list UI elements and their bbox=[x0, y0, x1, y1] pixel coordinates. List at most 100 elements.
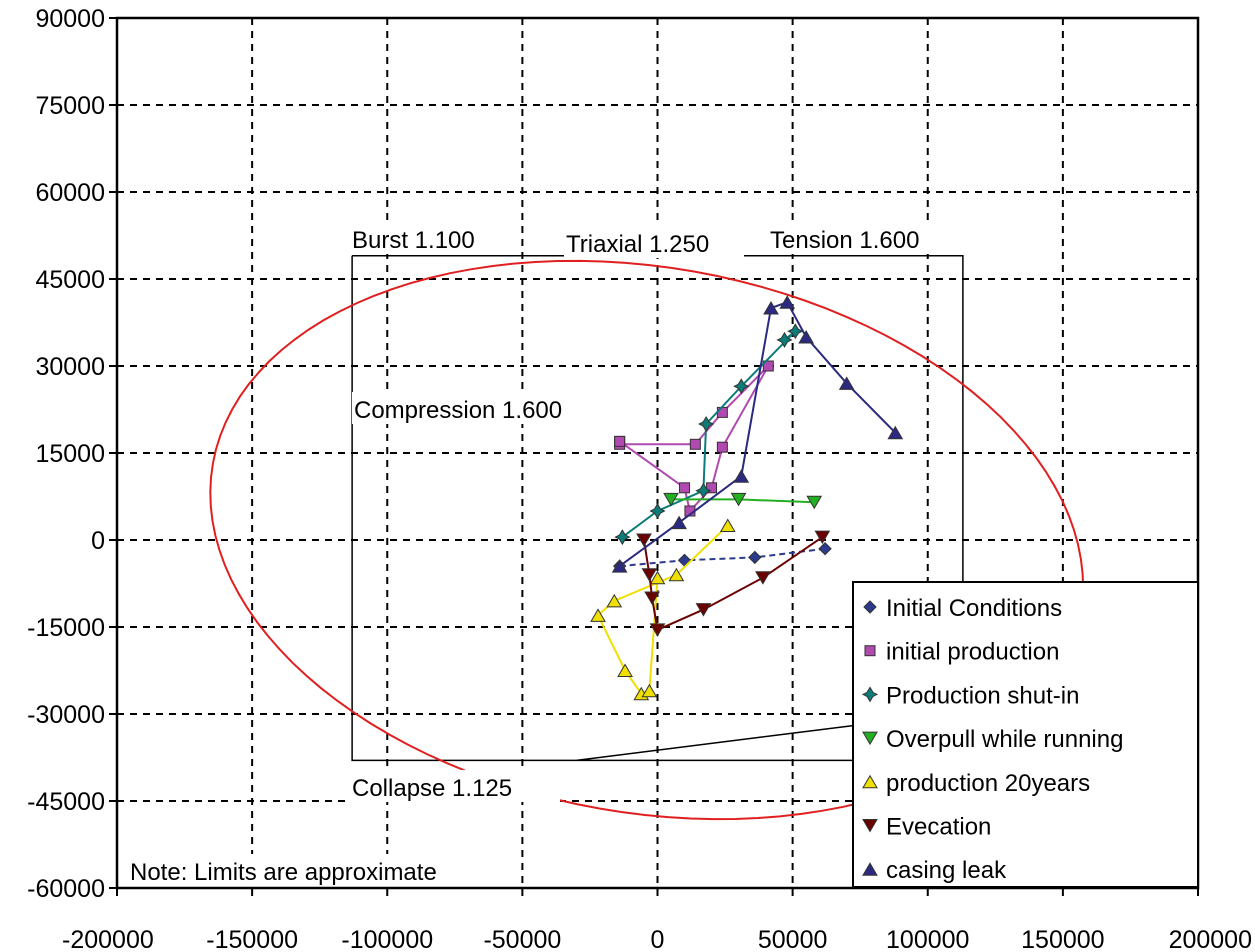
legend-label: production 20years bbox=[886, 770, 1090, 797]
data-point bbox=[649, 623, 666, 637]
burst-label: Burst 1.100 bbox=[352, 227, 475, 254]
data-series bbox=[590, 295, 904, 701]
data-point bbox=[644, 591, 660, 605]
data-point bbox=[606, 593, 623, 608]
collapse-label-bg bbox=[350, 770, 560, 802]
x-tick-label: 50000 bbox=[758, 926, 828, 952]
data-point bbox=[776, 331, 793, 348]
legend-label: casing leak bbox=[886, 857, 1007, 884]
x-tick-label: -200000 bbox=[62, 926, 154, 952]
y-tick-label: 75000 bbox=[35, 92, 105, 120]
data-point bbox=[730, 492, 747, 507]
series-6 bbox=[611, 295, 904, 573]
legend-marker bbox=[862, 731, 878, 746]
data-point bbox=[617, 663, 633, 677]
legend-marker bbox=[862, 774, 878, 789]
data-point bbox=[663, 492, 679, 507]
data-point bbox=[706, 482, 718, 494]
data-point bbox=[716, 441, 728, 453]
series-5 bbox=[636, 530, 831, 637]
y-tick-label: -60000 bbox=[27, 875, 105, 903]
y-tick-label: -15000 bbox=[27, 614, 105, 642]
data-point bbox=[838, 376, 855, 390]
legend-box bbox=[852, 581, 1199, 888]
y-tick-label: 15000 bbox=[35, 440, 105, 468]
y-tick-label: 0 bbox=[91, 527, 105, 555]
legend-marker bbox=[864, 645, 876, 657]
data-point bbox=[611, 559, 628, 573]
series-3 bbox=[663, 492, 823, 510]
x-tick-label: 200000 bbox=[1169, 926, 1252, 952]
data-point bbox=[695, 603, 712, 617]
collapse-label: Collapse 1.125 bbox=[352, 775, 512, 802]
data-point bbox=[755, 571, 771, 585]
design-envelope: Burst 1.100 Triaxial 1.250 Tension 1.600… bbox=[209, 222, 1085, 821]
series-line bbox=[619, 547, 826, 568]
data-point bbox=[671, 515, 687, 530]
data-point bbox=[733, 378, 750, 395]
y-tick-label: 45000 bbox=[35, 266, 105, 294]
legend-label: Overpull while running bbox=[886, 726, 1123, 753]
data-point bbox=[649, 570, 666, 585]
data-point bbox=[614, 529, 631, 546]
series-4 bbox=[590, 518, 736, 701]
legend-marker bbox=[862, 819, 878, 833]
series-line bbox=[619, 300, 897, 567]
legend-label: Evecation bbox=[886, 814, 991, 841]
y-tick-label: 30000 bbox=[35, 353, 105, 381]
data-point bbox=[695, 482, 712, 499]
data-point bbox=[779, 295, 796, 309]
data-point bbox=[698, 416, 715, 432]
x-tick-label: -100000 bbox=[341, 926, 433, 952]
note: Note: Limits are approximate bbox=[126, 854, 514, 886]
data-point bbox=[814, 530, 831, 545]
legend-marker bbox=[863, 600, 877, 614]
x-axis-ticks: -200000 -150000 -100000 -50000 0 50000 100000 1… bbox=[62, 888, 1252, 952]
data-point bbox=[798, 330, 815, 344]
data-point bbox=[763, 301, 779, 315]
compression-label-bg bbox=[352, 392, 620, 424]
data-point bbox=[649, 503, 666, 519]
data-point bbox=[668, 567, 685, 582]
triaxial-ellipse bbox=[209, 259, 1085, 821]
data-point bbox=[679, 482, 691, 494]
note-bg bbox=[126, 854, 514, 886]
y-tick-label: -45000 bbox=[27, 788, 105, 816]
data-point bbox=[787, 323, 804, 340]
data-point bbox=[748, 550, 762, 565]
data-point bbox=[641, 568, 658, 582]
data-point bbox=[641, 683, 658, 698]
legend-label: initial production bbox=[886, 639, 1059, 666]
x-tick-label: 0 bbox=[651, 926, 665, 952]
y-tick-label: -30000 bbox=[27, 701, 105, 729]
tension-label: Tension 1.600 bbox=[770, 227, 919, 254]
compression-label: Compression 1.600 bbox=[354, 397, 562, 424]
data-point bbox=[689, 438, 701, 450]
triaxial-label-bg bbox=[564, 226, 744, 258]
x-tick-label: -50000 bbox=[483, 926, 561, 952]
data-point bbox=[733, 469, 750, 483]
triaxial-label: Triaxial 1.250 bbox=[566, 231, 709, 258]
data-point bbox=[806, 495, 823, 510]
data-point bbox=[887, 425, 904, 440]
data-point bbox=[719, 518, 736, 532]
data-point bbox=[762, 360, 774, 372]
y-tick-label: 60000 bbox=[35, 179, 105, 207]
legend-marker bbox=[862, 862, 878, 876]
legend-label: Production shut-in bbox=[886, 682, 1079, 709]
burst-label-bg bbox=[350, 222, 502, 254]
legend-label: Initial Conditions bbox=[886, 595, 1062, 622]
series-2 bbox=[614, 323, 804, 546]
tension-label-bg bbox=[768, 222, 964, 254]
data-point bbox=[590, 608, 606, 622]
data-point bbox=[818, 541, 832, 556]
data-point bbox=[636, 533, 652, 547]
note-text: Note: Limits are approximate bbox=[130, 859, 437, 886]
legend: Initial Conditions initial production Prod… bbox=[852, 581, 1199, 888]
y-tick-label: 90000 bbox=[35, 5, 105, 33]
x-tick-label: -150000 bbox=[206, 926, 298, 952]
y-axis-ticks: 90000 75000 60000 45000 30000 15000 0 -15000 -30… bbox=[27, 5, 117, 903]
x-tick-label: 150000 bbox=[1021, 926, 1104, 952]
x-tick-label: 100000 bbox=[886, 926, 969, 952]
